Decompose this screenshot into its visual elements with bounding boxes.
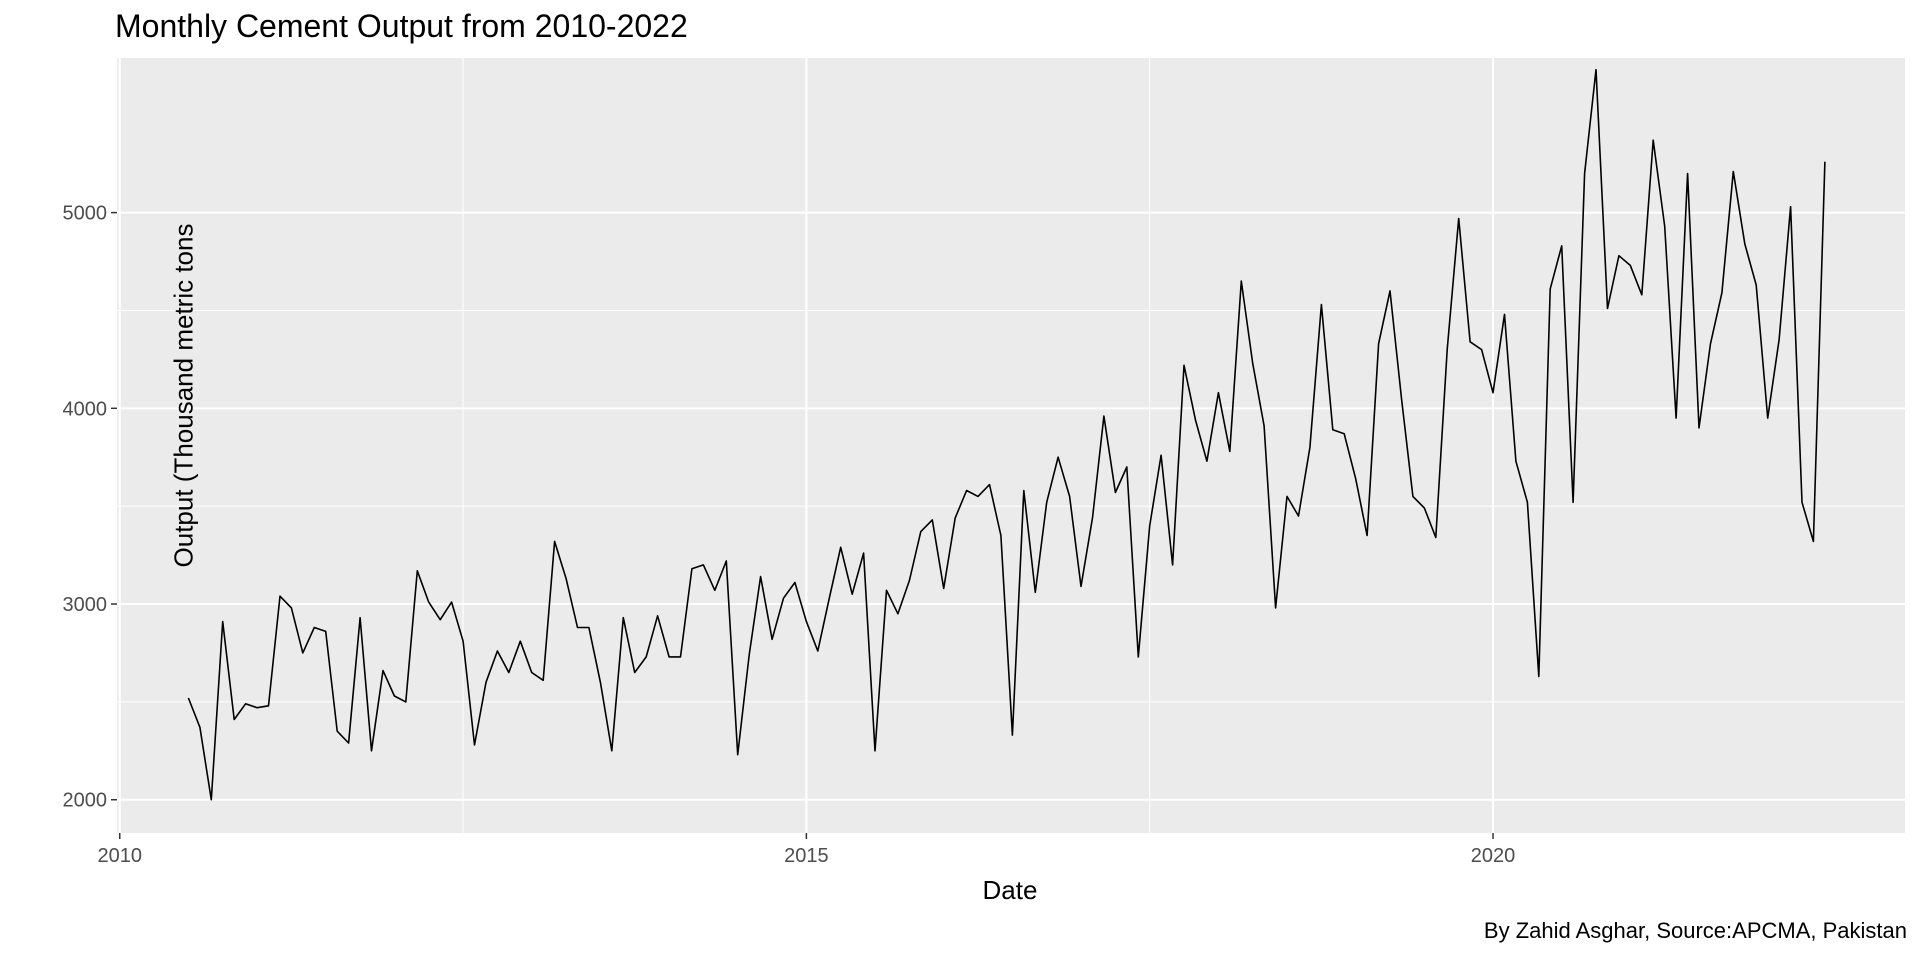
x-axis-label: Date [982,875,1038,905]
series-line [187,68,1826,801]
x-tick-label: 2015 [784,845,829,867]
y-tick-label: 4000 [63,398,108,420]
chart-caption: By Zahid Asghar, Source:APCMA, Pakistan [1483,918,1907,943]
y-tick-label: 3000 [63,594,108,616]
y-axis-label: Output (Thousand metric tons [168,223,199,568]
x-tick-label: 2010 [97,845,142,867]
chart-title: Monthly Cement Output from 2010-2022 [115,8,688,44]
y-tick-label: 5000 [63,203,108,225]
y-tick-label: 2000 [63,790,108,812]
x-tick-label: 2020 [1471,845,1516,867]
